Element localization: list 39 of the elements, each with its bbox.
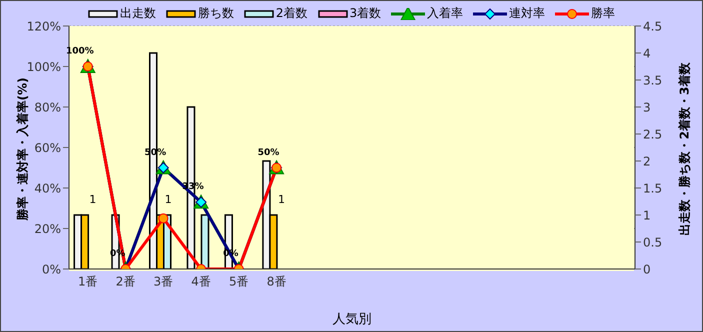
x-axis-title: 人気別: [332, 312, 372, 327]
x-tick-label: 1番: [78, 274, 98, 289]
y2-tick-label: 2.5: [643, 127, 662, 142]
legend-label: 入着率: [426, 5, 464, 22]
y-tick-label: 60%: [34, 140, 61, 155]
y2-tick-label: 3.5: [643, 73, 662, 88]
y2-tick-label: 0.5: [643, 235, 662, 250]
legend-label: 2着数: [274, 5, 308, 22]
y-tick-label: 120%: [26, 19, 61, 34]
legend-label: 3着数: [348, 5, 382, 22]
y2-tick-label: 2: [643, 154, 651, 168]
y2-tick-label: 4: [643, 46, 651, 60]
x-tick-label: 8番: [266, 274, 286, 289]
x-tick-label: 5番: [228, 274, 249, 289]
legend-label: 勝ち数: [196, 5, 234, 22]
y2-tick-label: 1.5: [643, 181, 662, 196]
point: [158, 213, 168, 224]
y-tick-label: 0%: [42, 262, 61, 276]
y2-tick-label: 4.5: [643, 19, 662, 34]
x-tick-label: 4番: [191, 274, 211, 289]
y2-tick-label: 0: [643, 262, 651, 276]
y-tick-label: 20%: [34, 222, 61, 236]
y-tick-label: 40%: [34, 181, 61, 196]
legend-label: 出走数: [118, 5, 156, 22]
y2-tick-label: 1: [643, 208, 651, 222]
data-label: 1: [278, 193, 285, 206]
legend-label: 連対率: [508, 5, 546, 22]
x-tick-label: 3番: [154, 274, 174, 289]
legend-label: 勝率: [590, 5, 616, 22]
data-label: 1: [89, 193, 96, 206]
x-tick-label: 2番: [116, 274, 136, 289]
y2-tick-label: 3: [643, 100, 651, 114]
data-label: 1: [164, 193, 172, 206]
y-axis-title: 勝率・連対率・入着率(%): [15, 78, 30, 222]
y2-axis-title: 出走数・勝ち数・2着数・3着数: [677, 62, 692, 236]
bar: [200, 214, 210, 269]
y-tick-label: 100%: [26, 60, 61, 74]
y-tick-label: 80%: [34, 100, 61, 114]
data-label: 50%: [258, 148, 280, 158]
